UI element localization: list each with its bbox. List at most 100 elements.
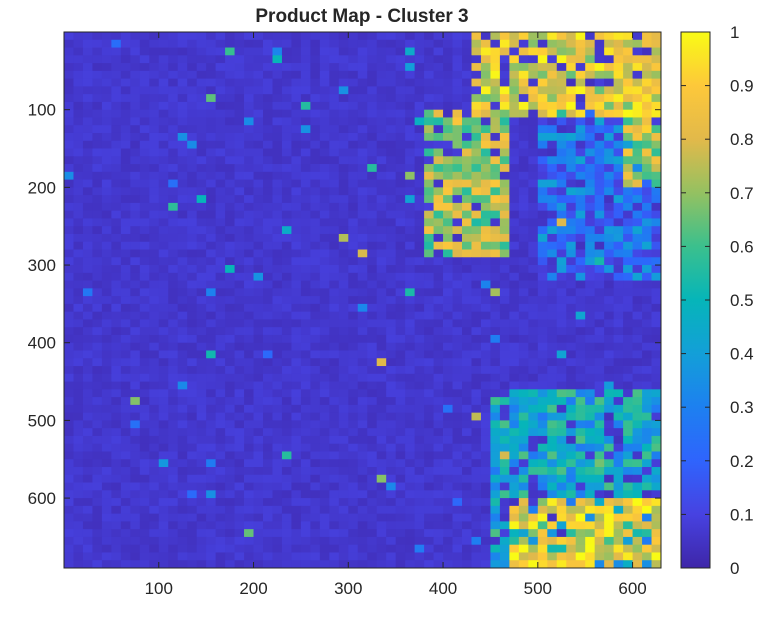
heatmap-cell bbox=[158, 148, 169, 157]
heatmap-cell bbox=[101, 303, 112, 313]
heatmap-cell bbox=[73, 560, 84, 568]
heatmap-cell bbox=[111, 117, 122, 126]
heatmap-cell bbox=[604, 117, 615, 126]
heatmap-cell bbox=[547, 86, 558, 95]
heatmap-cell bbox=[73, 265, 84, 274]
heatmap-cell bbox=[509, 47, 520, 56]
heatmap-cell bbox=[82, 327, 93, 336]
heatmap-cell bbox=[64, 32, 74, 41]
heatmap-cell bbox=[556, 78, 567, 87]
heatmap-cell bbox=[537, 373, 548, 382]
heatmap-cell bbox=[187, 521, 198, 530]
heatmap-cell bbox=[225, 451, 235, 460]
heatmap-cell bbox=[310, 451, 321, 460]
heatmap-cell bbox=[329, 498, 340, 507]
heatmap-cell bbox=[433, 187, 444, 196]
heatmap-cell bbox=[64, 443, 74, 452]
heatmap-cell bbox=[149, 482, 160, 491]
heatmap-cell bbox=[604, 210, 615, 219]
heatmap-cell bbox=[424, 47, 434, 56]
heatmap-cell bbox=[367, 148, 378, 157]
heatmap-cell bbox=[206, 435, 217, 445]
heatmap-cell bbox=[386, 257, 397, 266]
heatmap-cell bbox=[566, 397, 577, 406]
heatmap-cell bbox=[158, 459, 169, 468]
heatmap-cell bbox=[64, 498, 74, 507]
heatmap-cell bbox=[585, 373, 596, 382]
heatmap-cell bbox=[244, 241, 254, 250]
heatmap-cell bbox=[253, 249, 264, 258]
heatmap-cell bbox=[82, 171, 93, 180]
heatmap-cell bbox=[604, 381, 615, 390]
heatmap-cell bbox=[168, 490, 179, 499]
heatmap-cell bbox=[196, 296, 207, 305]
colorbar-tick-label: 0.8 bbox=[730, 130, 754, 149]
heatmap-cell bbox=[158, 536, 169, 546]
heatmap-cell bbox=[300, 451, 311, 460]
heatmap-cell bbox=[376, 109, 387, 118]
colorbar-tick-label: 0.9 bbox=[730, 77, 754, 96]
heatmap-cell bbox=[462, 350, 472, 359]
heatmap-cell bbox=[149, 474, 160, 483]
heatmap-cell bbox=[424, 319, 434, 328]
heatmap-cell bbox=[101, 140, 112, 149]
heatmap-cell bbox=[651, 78, 661, 87]
heatmap-cell bbox=[537, 140, 548, 149]
heatmap-cell bbox=[499, 311, 510, 320]
heatmap-cell bbox=[149, 373, 160, 382]
heatmap-cell bbox=[168, 358, 179, 367]
heatmap-cell bbox=[490, 78, 501, 87]
heatmap-cell bbox=[300, 366, 311, 375]
heatmap-cell bbox=[73, 451, 84, 460]
heatmap-cell bbox=[414, 210, 425, 219]
heatmap-cell bbox=[196, 389, 207, 398]
heatmap-cell bbox=[130, 552, 141, 561]
heatmap-cell bbox=[547, 373, 558, 382]
heatmap-cell bbox=[244, 296, 254, 305]
heatmap-cell bbox=[433, 505, 444, 515]
heatmap-cell bbox=[92, 63, 103, 72]
heatmap-cell bbox=[556, 358, 567, 367]
heatmap-cell bbox=[177, 210, 188, 219]
heatmap-cell bbox=[139, 350, 150, 359]
heatmap-cell bbox=[244, 420, 254, 429]
heatmap-cell bbox=[225, 498, 235, 507]
heatmap-cell bbox=[177, 311, 188, 320]
heatmap-cell bbox=[64, 366, 74, 375]
heatmap-cell bbox=[414, 366, 425, 375]
heatmap-cell bbox=[585, 156, 596, 165]
heatmap-cell bbox=[338, 32, 349, 41]
heatmap-cell bbox=[566, 327, 577, 336]
heatmap-cell bbox=[480, 373, 491, 382]
heatmap-cell bbox=[575, 195, 586, 204]
heatmap-cell bbox=[594, 513, 605, 522]
heatmap-cell bbox=[528, 109, 539, 118]
heatmap-cell bbox=[300, 358, 311, 367]
heatmap-cell bbox=[158, 272, 169, 281]
heatmap-cell bbox=[613, 373, 624, 382]
heatmap-cell bbox=[376, 490, 387, 499]
heatmap-cell bbox=[263, 156, 273, 165]
heatmap-cell bbox=[518, 257, 529, 266]
heatmap-cell bbox=[575, 505, 586, 515]
heatmap-cell bbox=[120, 280, 131, 289]
heatmap-cell bbox=[433, 210, 444, 219]
heatmap-cell bbox=[196, 86, 207, 95]
heatmap-cell bbox=[405, 233, 416, 243]
heatmap-cell bbox=[310, 39, 321, 48]
heatmap-cell bbox=[613, 303, 624, 313]
heatmap-cell bbox=[215, 412, 226, 421]
heatmap-cell bbox=[547, 156, 558, 165]
heatmap-cell bbox=[395, 428, 406, 437]
heatmap-cell bbox=[642, 404, 652, 414]
heatmap-cell bbox=[556, 412, 567, 421]
heatmap-cell bbox=[357, 272, 368, 281]
heatmap-cell bbox=[225, 117, 235, 126]
heatmap-cell bbox=[263, 179, 273, 188]
heatmap-cell bbox=[556, 164, 567, 173]
heatmap-cell bbox=[414, 86, 425, 95]
heatmap-cell bbox=[149, 101, 160, 111]
heatmap-cell bbox=[158, 505, 169, 515]
heatmap-cell bbox=[357, 78, 368, 87]
heatmap-cell bbox=[424, 195, 434, 204]
